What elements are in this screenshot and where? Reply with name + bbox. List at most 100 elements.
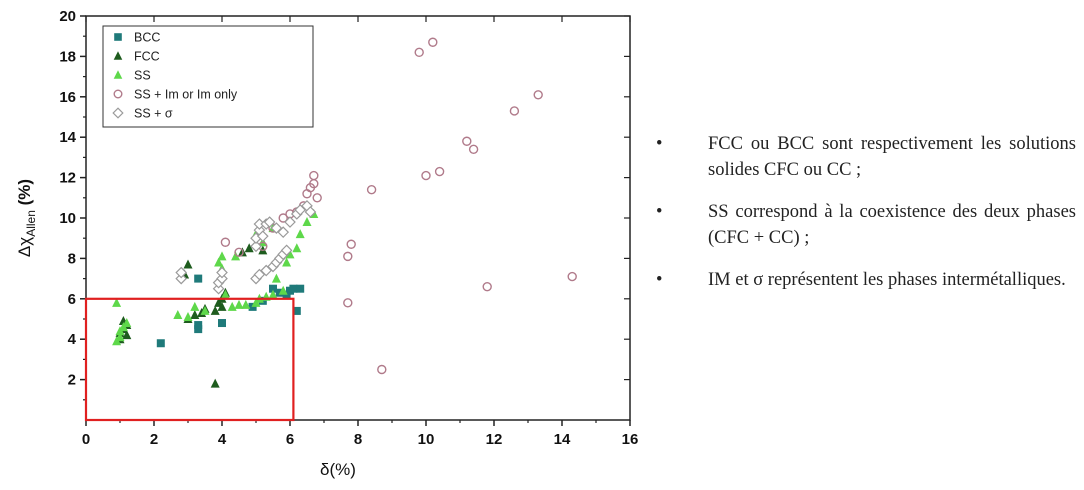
y-tick-label: 8 xyxy=(68,250,76,267)
data-point xyxy=(277,226,290,238)
data-point xyxy=(292,306,301,315)
data-point xyxy=(218,319,226,328)
y-tick-label: 10 xyxy=(59,210,76,227)
data-point xyxy=(366,185,377,195)
data-point xyxy=(217,301,227,311)
data-point xyxy=(175,266,188,279)
note-text: IM et σ représentent les phases intermét… xyxy=(708,270,1066,290)
data-point xyxy=(377,364,387,375)
data-point xyxy=(183,311,193,321)
x-tick-label: 10 xyxy=(418,431,435,448)
legend-label: SS xyxy=(134,69,151,83)
note-item: • FCC ou BCC sont respectivement les sol… xyxy=(656,131,1076,183)
data-point xyxy=(428,37,438,47)
data-point xyxy=(216,272,228,285)
data-point xyxy=(256,230,269,243)
data-point xyxy=(250,240,262,253)
data-point xyxy=(421,170,431,181)
data-point xyxy=(567,271,577,282)
data-point xyxy=(200,305,210,315)
data-point xyxy=(271,273,281,283)
data-point xyxy=(263,216,276,228)
y-tick-label: 20 xyxy=(59,8,76,25)
data-point xyxy=(278,285,288,295)
data-point xyxy=(309,170,319,181)
note-item: • IM et σ représentent les phases interm… xyxy=(656,267,1076,293)
data-point xyxy=(462,136,472,146)
data-point xyxy=(210,305,220,315)
notes-list: • FCC ou BCC sont respectivement les sol… xyxy=(656,131,1076,309)
y-tick-label: 12 xyxy=(59,170,76,187)
data-point xyxy=(343,298,353,308)
data-point xyxy=(190,309,200,319)
data-point xyxy=(282,290,291,299)
legend-marker xyxy=(113,51,123,60)
data-point xyxy=(112,297,122,307)
data-point xyxy=(248,302,257,311)
scatter-chart: 0 2 4 6 8 10 12 14 16 2 4 6 8 10 12 14 16 18 20 δ(%) ΔχAllen… xyxy=(15,8,639,479)
data-point xyxy=(284,216,296,228)
bullet-icon: • xyxy=(656,134,663,154)
data-point xyxy=(122,318,132,328)
x-tick-label: 6 xyxy=(286,431,294,448)
x-tick-label: 8 xyxy=(354,431,362,448)
data-point xyxy=(304,206,317,218)
y-tick-label: 16 xyxy=(59,89,76,106)
highlight-box xyxy=(84,297,295,422)
legend-label: BCC xyxy=(134,31,160,45)
data-point xyxy=(217,251,227,261)
data-point xyxy=(509,106,520,116)
data-point xyxy=(269,284,277,293)
y-tick-label: 2 xyxy=(68,372,76,389)
data-point xyxy=(434,166,445,177)
data-point xyxy=(234,299,244,309)
data-point xyxy=(285,249,295,259)
legend-marker xyxy=(112,107,124,119)
x-tick-label: 12 xyxy=(486,431,503,448)
x-tick-label: 4 xyxy=(218,431,227,448)
data-point xyxy=(241,299,251,309)
y-axis-label: ΔχAllen (%) xyxy=(15,179,38,257)
data-point xyxy=(214,257,224,267)
data-point xyxy=(216,266,228,279)
data-point xyxy=(289,284,298,293)
note-text: FCC ou BCC sont respectivement les solut… xyxy=(708,134,1076,180)
x-tick-label: 0 xyxy=(82,431,90,448)
data-point xyxy=(227,301,237,311)
data-point xyxy=(194,274,203,283)
data-point xyxy=(115,332,125,342)
x-tick-label: 16 xyxy=(622,431,639,448)
data-point xyxy=(231,251,241,261)
y-tick-label: 14 xyxy=(59,129,76,146)
x-axis-label: δ(%) xyxy=(320,460,356,479)
data-point xyxy=(210,378,220,388)
data-point xyxy=(173,309,183,319)
legend-marker xyxy=(113,70,123,79)
data-point xyxy=(282,257,292,267)
legend-label: SS + σ xyxy=(134,107,173,121)
data-point xyxy=(194,321,203,330)
y-tick-label: 18 xyxy=(59,48,76,65)
data-point xyxy=(312,193,322,203)
data-point xyxy=(244,243,254,253)
data-point xyxy=(414,47,424,58)
data-point xyxy=(280,244,293,257)
legend-marker xyxy=(114,33,122,41)
data-point xyxy=(194,325,203,334)
data-point xyxy=(343,251,353,262)
data-point xyxy=(292,243,302,253)
data-point xyxy=(268,289,278,299)
data-point xyxy=(295,229,305,239)
data-point xyxy=(220,289,230,299)
data-point xyxy=(302,217,312,227)
legend-label: SS + Im or Im only xyxy=(134,88,238,102)
data-point xyxy=(482,281,492,292)
x-tick-label: 2 xyxy=(150,431,158,448)
bullet-icon: • xyxy=(656,270,663,290)
data-point xyxy=(156,339,165,348)
note-item: • SS correspond à la coexistence des deu… xyxy=(656,199,1076,251)
data-point xyxy=(220,237,231,247)
chart-svg: 0 2 4 6 8 10 12 14 16 2 4 6 8 10 12 14 16 18 20 δ(%) ΔχAllen… xyxy=(15,8,639,479)
data-point xyxy=(190,301,200,311)
data-point xyxy=(212,282,225,295)
